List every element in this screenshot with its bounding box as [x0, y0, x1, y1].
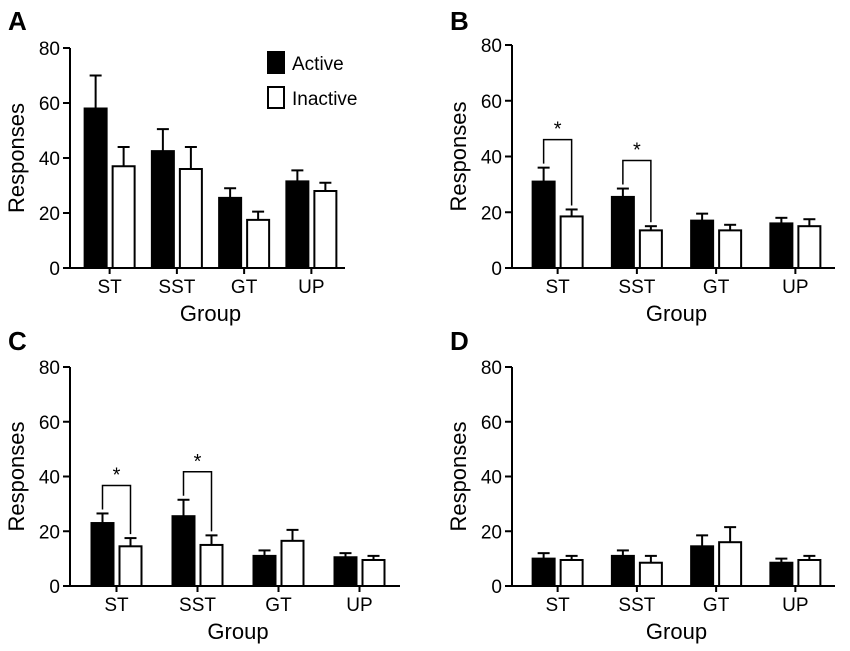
y-tick-label: 60	[481, 92, 502, 113]
bar-inactive-sst	[638, 229, 663, 269]
bar-active-gt	[690, 219, 715, 270]
y-axis-label: Responses	[446, 101, 471, 211]
y-tick-label: 40	[481, 468, 502, 489]
bar-active-sst	[171, 515, 196, 587]
y-tick-label: 60	[39, 94, 60, 115]
x-tick-label-gt: GT	[703, 277, 730, 298]
y-tick-label: 80	[481, 36, 502, 57]
x-tick-label-gt: GT	[265, 595, 292, 616]
panel-d: D 0 20 40 60 80 Responses ST SST GT UP Group	[446, 326, 835, 644]
significance-bracket-sst	[182, 471, 213, 532]
bar-inactive-up	[797, 225, 822, 269]
significance-bracket-sst	[622, 159, 652, 223]
legend-swatch-inactive	[267, 86, 285, 109]
bar-inactive-gt	[718, 229, 743, 269]
x-tick-label-up: UP	[298, 277, 324, 298]
x-axis-label: Group	[646, 301, 707, 326]
bar-inactive-st	[111, 165, 136, 269]
y-axis-label: Responses	[4, 103, 29, 213]
bar-inactive-st	[118, 545, 143, 588]
x-tick-label-sst: SST	[618, 595, 655, 616]
bar-inactive-st	[559, 215, 584, 269]
significance-bracket-st	[101, 484, 132, 535]
y-tick-label: 80	[481, 358, 502, 379]
x-tick-label-sst: SST	[158, 277, 195, 298]
bar-inactive-sst	[199, 543, 224, 587]
bar-active-up	[769, 222, 794, 269]
y-tick-label: 20	[39, 204, 60, 225]
legend-label-active: Active	[292, 54, 344, 75]
x-tick-label-up: UP	[346, 595, 372, 616]
x-tick-label-st: ST	[545, 595, 570, 616]
y-tick-label: 0	[491, 259, 502, 280]
bar-active-sst	[150, 150, 175, 269]
significance-star-sst: *	[194, 451, 202, 473]
x-axis-label: Group	[207, 619, 268, 644]
bar-inactive-up	[313, 190, 338, 269]
bar-inactive-sst	[638, 561, 663, 588]
x-tick-label-st: ST	[104, 595, 129, 616]
y-tick-label: 40	[39, 468, 60, 489]
x-tick-label-up: UP	[782, 277, 808, 298]
y-tick-label: 20	[481, 522, 502, 543]
bar-active-gt	[252, 554, 277, 588]
panel-a: A 0 20 40 60 80 Responses ST SST GT UP Group	[4, 6, 345, 326]
bar-inactive-gt	[718, 541, 743, 588]
bar-active-st	[531, 557, 556, 587]
x-tick-label-up: UP	[782, 595, 808, 616]
bar-active-st	[83, 107, 108, 269]
y-tick-label: 60	[481, 413, 502, 434]
x-tick-label-sst: SST	[179, 595, 216, 616]
panel-letter: B	[450, 6, 469, 36]
legend-swatch-active	[267, 51, 285, 74]
y-tick-label: 0	[491, 577, 502, 598]
y-tick-label: 40	[39, 149, 60, 170]
bar-active-up	[333, 556, 358, 587]
y-tick-label: 20	[481, 203, 502, 224]
significance-star-st: *	[113, 464, 121, 486]
panel-c: C 0 20 40 60 80 Responses ST SST GT UP Group * *	[4, 326, 400, 644]
panels-container: A 0 20 40 60 80 Responses ST SST GT UP Group B 0 20 40 6…	[4, 6, 835, 644]
panel-letter: D	[450, 326, 469, 356]
bar-inactive-gt	[246, 218, 271, 269]
x-tick-label-gt: GT	[231, 277, 258, 298]
y-tick-label: 0	[49, 259, 60, 280]
x-axis-label: Group	[646, 619, 707, 644]
y-axis-label: Responses	[446, 421, 471, 531]
x-tick-label-st: ST	[97, 277, 122, 298]
x-tick-label-gt: GT	[703, 595, 730, 616]
y-tick-label: 60	[39, 413, 60, 434]
significance-bracket-st	[542, 138, 573, 206]
bar-inactive-gt	[280, 539, 305, 587]
significance-star-sst: *	[633, 140, 641, 162]
legend: Active Inactive	[267, 51, 357, 110]
bar-active-sst	[610, 195, 635, 269]
bar-active-up	[285, 180, 310, 269]
y-axis-label: Responses	[4, 421, 29, 531]
y-tick-label: 20	[39, 522, 60, 543]
x-tick-label-st: ST	[545, 277, 570, 298]
significance-star-st: *	[554, 119, 562, 141]
panel-b: B 0 20 40 60 80 Responses ST SST GT UP Group * *	[446, 6, 835, 326]
bar-active-gt	[690, 545, 715, 588]
panel-letter: A	[8, 6, 27, 36]
y-tick-label: 40	[481, 148, 502, 169]
legend-label-inactive: Inactive	[292, 89, 357, 110]
bar-inactive-sst	[178, 168, 203, 269]
bar-active-st	[90, 522, 115, 587]
y-tick-label: 80	[39, 358, 60, 379]
bar-active-up	[769, 561, 794, 588]
bar-inactive-up	[797, 558, 822, 588]
bar-inactive-st	[559, 558, 584, 588]
bar-active-st	[531, 180, 556, 269]
y-tick-label: 0	[49, 577, 60, 598]
bar-active-gt	[218, 196, 243, 269]
y-tick-label: 80	[39, 39, 60, 60]
x-tick-label-sst: SST	[618, 277, 655, 298]
bar-active-sst	[610, 554, 635, 588]
bar-inactive-up	[361, 558, 386, 588]
panel-letter: C	[8, 326, 27, 356]
x-axis-label: Group	[180, 301, 241, 326]
